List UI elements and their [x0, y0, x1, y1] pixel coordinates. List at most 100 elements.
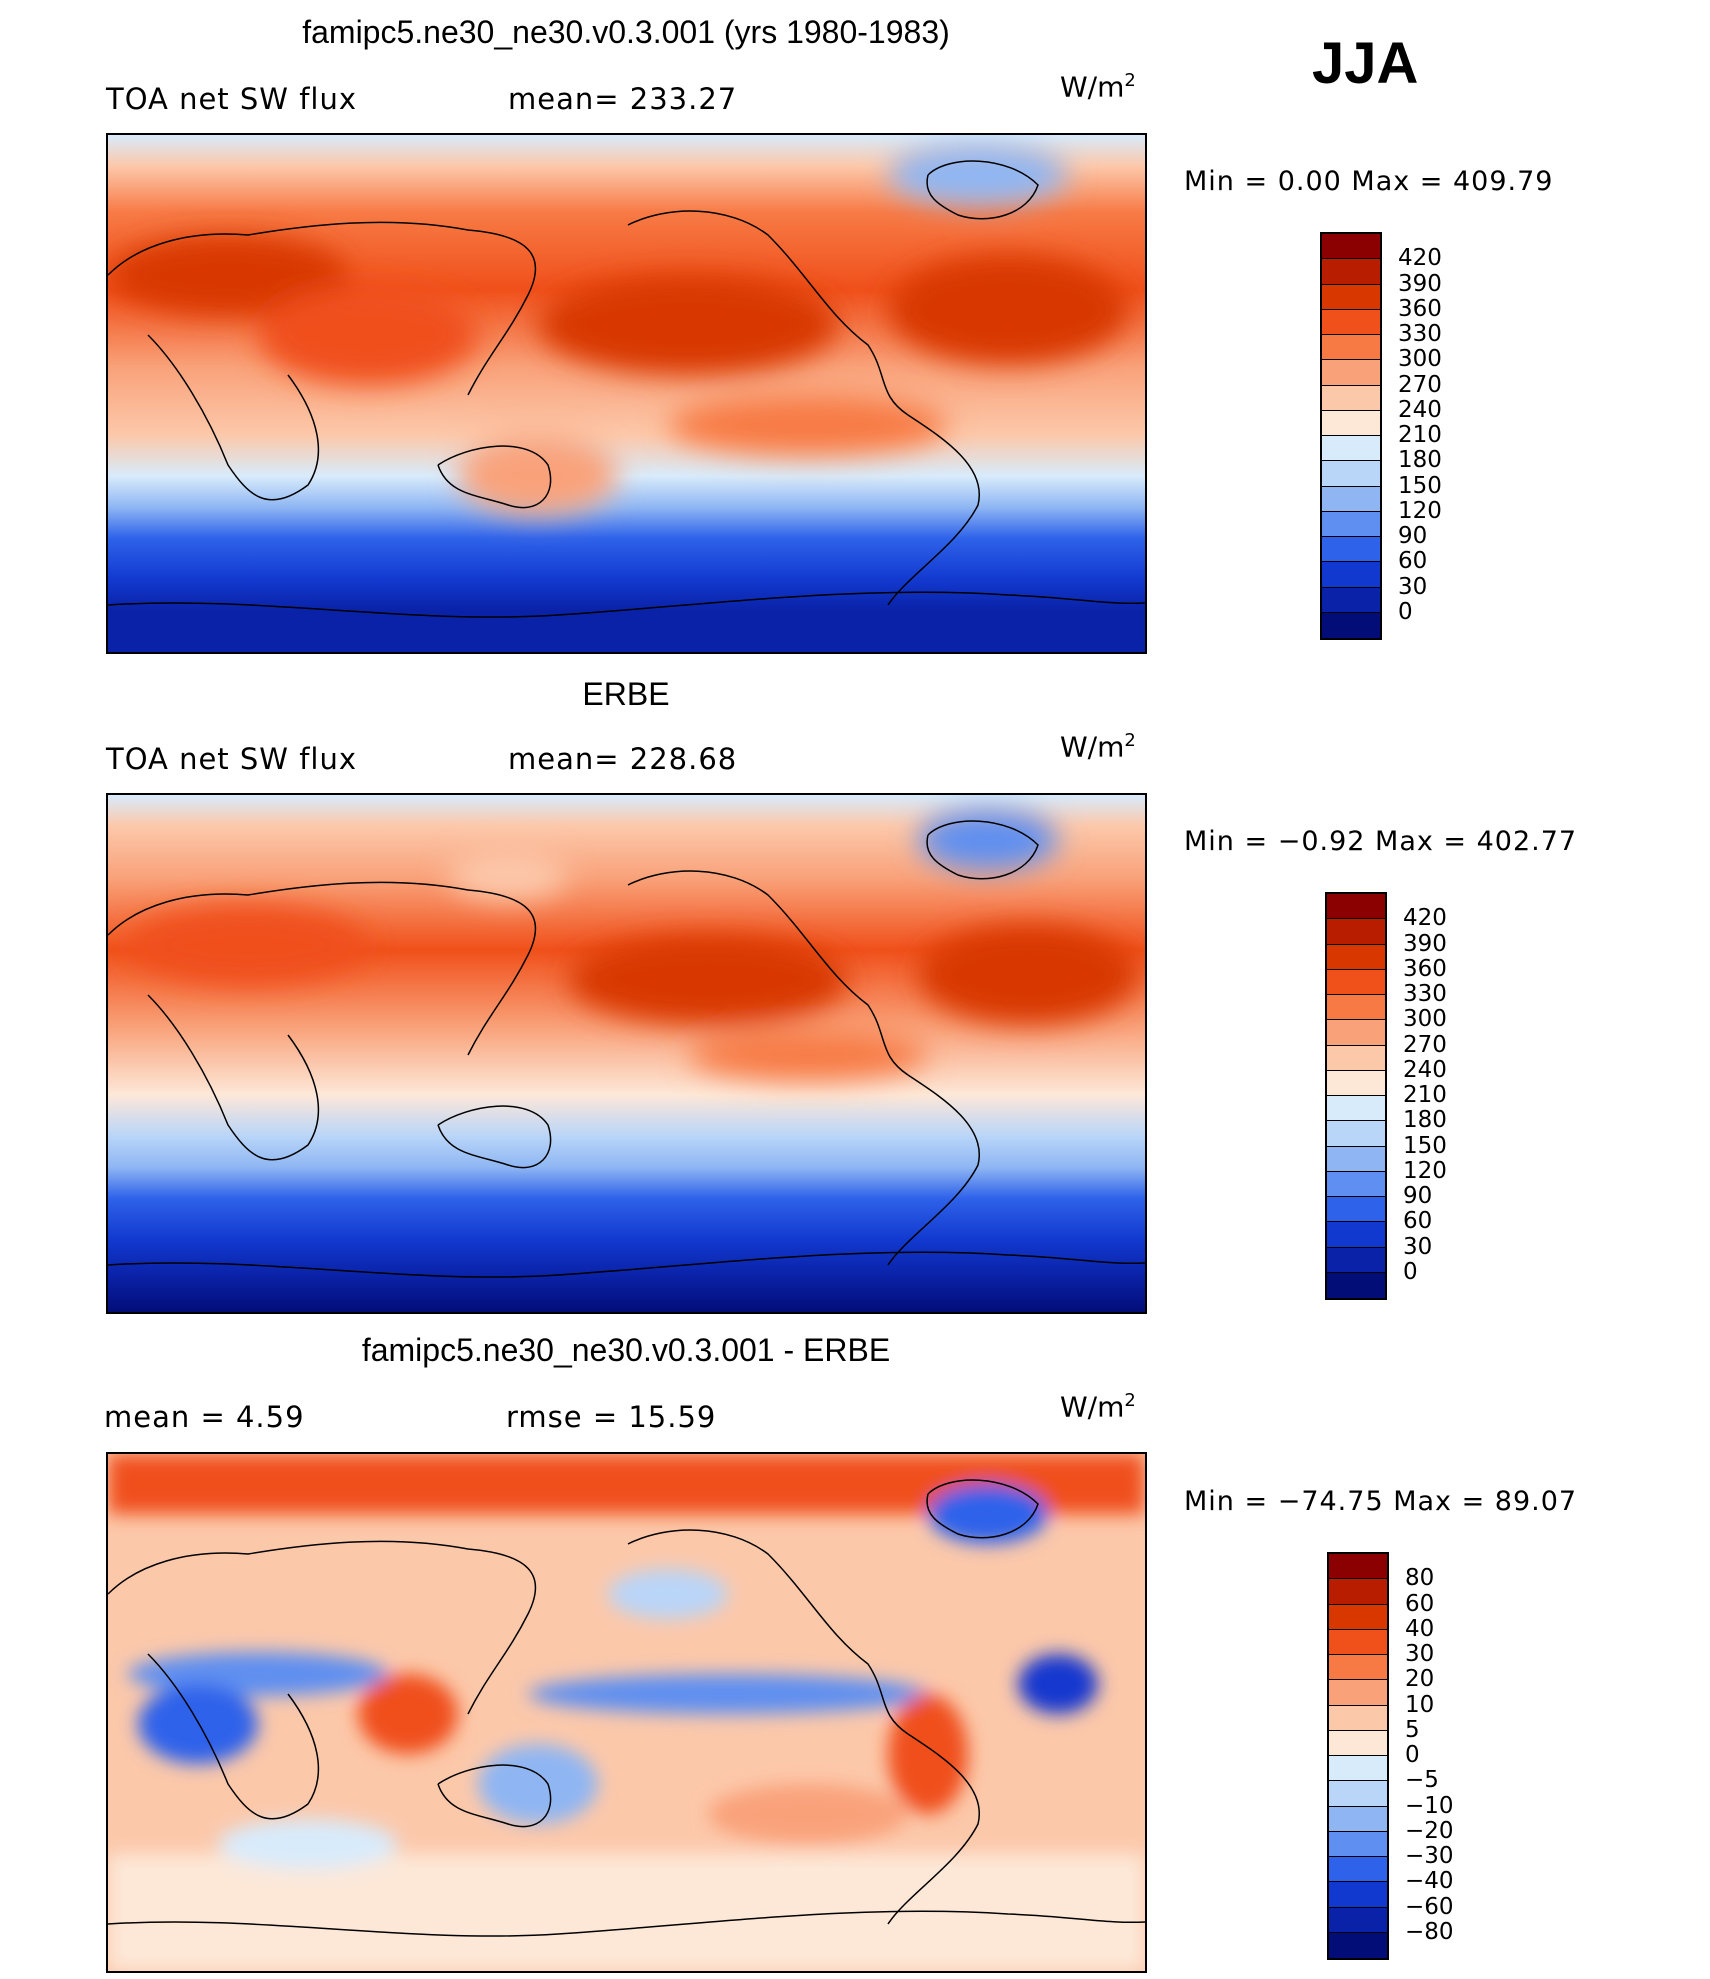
colorbar-swatch	[1329, 1806, 1387, 1832]
colorbar-swatch	[1329, 1907, 1387, 1933]
colorbar-label: 30	[1398, 573, 1428, 600]
colorbar-swatch	[1329, 1604, 1387, 1630]
colorbar-swatch	[1322, 234, 1380, 260]
colorbar-label: −5	[1405, 1767, 1439, 1794]
panel-3-min-max: Min = −74.75 Max = 89.07	[1184, 1486, 1578, 1517]
colorbar-label: 210	[1398, 422, 1442, 448]
colorbar-swatch	[1322, 436, 1380, 462]
colorbar-swatch	[1322, 309, 1380, 335]
colorbar-swatch	[1322, 385, 1380, 411]
colorbar-swatch	[1327, 944, 1385, 970]
colorbar-label: 0	[1403, 1258, 1418, 1285]
panel-1-title: famipc5.ne30_ne30.v0.3.001 (yrs 1980-198…	[302, 14, 950, 50]
panel-2-variable-label: TOA net SW flux	[106, 742, 358, 776]
colorbar-swatch	[1327, 1045, 1385, 1071]
colorbar-swatch	[1329, 1831, 1387, 1857]
colorbar-swatch	[1327, 969, 1385, 995]
colorbar-swatch	[1327, 1171, 1385, 1197]
colorbar-swatch	[1322, 612, 1380, 638]
colorbar-label: 180	[1403, 1107, 1447, 1134]
colorbar-label: 10	[1405, 1691, 1435, 1718]
colorbar-label: 150	[1403, 1132, 1447, 1159]
colorbar-label: 300	[1403, 1006, 1447, 1033]
colorbar-label: 270	[1398, 371, 1442, 398]
colorbar-label: 20	[1405, 1666, 1435, 1693]
colorbar-label: 40	[1405, 1615, 1435, 1642]
colorbar-swatch	[1329, 1579, 1387, 1605]
colorbar-label: 30	[1403, 1233, 1433, 1260]
panel-1-mean-label: mean= 233.27	[508, 82, 738, 116]
colorbar-swatch	[1322, 486, 1380, 512]
colorbar-swatch	[1322, 511, 1380, 537]
colorbar-swatch	[1327, 1146, 1385, 1172]
colorbar-label: 240	[1398, 396, 1442, 423]
colorbar-swatch	[1322, 537, 1380, 563]
panel-1-colorbar	[1320, 232, 1382, 640]
panel-2-map	[106, 793, 1147, 1314]
colorbar-swatch	[1329, 1554, 1387, 1580]
colorbar-label: 120	[1403, 1157, 1447, 1184]
colorbar-swatch	[1329, 1629, 1387, 1655]
colorbar-label: 5	[1405, 1716, 1420, 1743]
colorbar-label: 30	[1405, 1641, 1435, 1667]
panel-3-units: W/m2	[1060, 1390, 1136, 1424]
colorbar-label: 90	[1403, 1183, 1433, 1209]
colorbar-swatch	[1322, 461, 1380, 487]
colorbar-swatch	[1329, 1705, 1387, 1731]
panel-1-units: W/m2	[1060, 70, 1136, 104]
colorbar-swatch	[1327, 1222, 1385, 1248]
colorbar-label: 60	[1405, 1590, 1435, 1617]
colorbar-swatch	[1327, 919, 1385, 945]
colorbar-swatch	[1322, 259, 1380, 285]
colorbar-label: 390	[1398, 270, 1442, 297]
panel-3-title: famipc5.ne30_ne30.v0.3.001 - ERBE	[361, 1332, 891, 1368]
panel-2-units: W/m2	[1060, 730, 1136, 764]
colorbar-swatch	[1322, 335, 1380, 361]
panel-2-title: ERBE	[582, 676, 670, 712]
panel-2-mean-label: mean= 228.68	[508, 742, 738, 776]
colorbar-swatch	[1327, 894, 1385, 920]
colorbar-label: −10	[1405, 1792, 1454, 1819]
panel-1-min-max: Min = 0.00 Max = 409.79	[1184, 166, 1554, 197]
colorbar-label: 270	[1403, 1031, 1447, 1058]
panel-3-mean-label: mean = 4.59	[104, 1400, 305, 1434]
colorbar-swatch	[1322, 410, 1380, 436]
panel-3-colorbar	[1327, 1552, 1389, 1960]
colorbar-swatch	[1329, 1730, 1387, 1756]
colorbar-label: 300	[1398, 346, 1442, 373]
colorbar-label: −60	[1405, 1893, 1454, 1920]
colorbar-label: 120	[1398, 497, 1442, 524]
colorbar-swatch	[1322, 562, 1380, 588]
colorbar-swatch	[1327, 1070, 1385, 1096]
colorbar-label: 180	[1398, 447, 1442, 474]
colorbar-swatch	[1329, 1932, 1387, 1958]
colorbar-swatch	[1329, 1655, 1387, 1681]
colorbar-swatch	[1327, 1020, 1385, 1046]
season-label: JJA	[1312, 31, 1419, 96]
colorbar-swatch	[1329, 1756, 1387, 1782]
colorbar-label: −20	[1405, 1817, 1454, 1844]
colorbar-label: 0	[1405, 1742, 1420, 1768]
colorbar-swatch	[1327, 1096, 1385, 1122]
colorbar-label: 330	[1398, 321, 1442, 347]
colorbar-swatch	[1329, 1882, 1387, 1908]
colorbar-label: 0	[1398, 598, 1413, 625]
colorbar-swatch	[1322, 587, 1380, 613]
colorbar-swatch	[1322, 284, 1380, 310]
colorbar-swatch	[1327, 1121, 1385, 1147]
panel-2-colorbar	[1325, 892, 1387, 1300]
colorbar-label: 80	[1405, 1565, 1435, 1592]
colorbar-label: 420	[1403, 905, 1447, 932]
panel-1-map	[106, 133, 1147, 654]
colorbar-label: 390	[1403, 930, 1447, 957]
colorbar-swatch	[1327, 1272, 1385, 1298]
colorbar-label: 90	[1398, 523, 1428, 549]
colorbar-label: 420	[1398, 245, 1442, 272]
colorbar-swatch	[1327, 995, 1385, 1021]
colorbar-swatch	[1327, 1197, 1385, 1223]
colorbar-label: 150	[1398, 472, 1442, 499]
colorbar-swatch	[1327, 1247, 1385, 1273]
colorbar-label: 210	[1403, 1082, 1447, 1108]
colorbar-label: −80	[1405, 1918, 1454, 1945]
colorbar-swatch	[1322, 360, 1380, 386]
